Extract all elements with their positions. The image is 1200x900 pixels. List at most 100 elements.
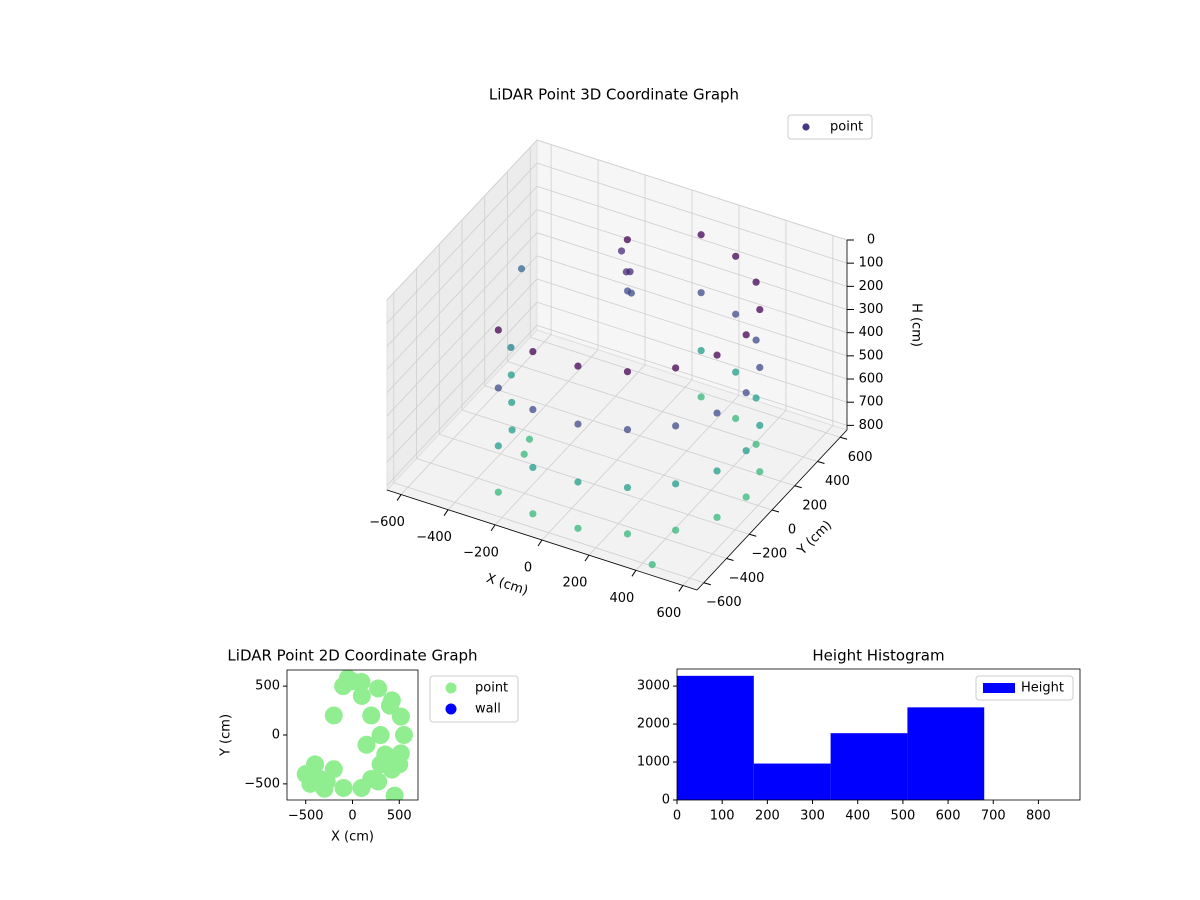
point bbox=[508, 426, 516, 434]
grid-line bbox=[386, 301, 538, 463]
tick-mark bbox=[840, 436, 848, 440]
grid-line bbox=[386, 255, 538, 417]
grid-line bbox=[386, 278, 538, 440]
x-axis bbox=[386, 489, 698, 591]
tick-label: 200 bbox=[859, 279, 884, 294]
grid-line bbox=[536, 301, 848, 403]
point bbox=[380, 696, 399, 715]
point bbox=[732, 310, 740, 318]
tick-mark bbox=[771, 509, 780, 513]
grid-line bbox=[536, 209, 848, 310]
point bbox=[494, 384, 502, 392]
tick-label: 300 bbox=[859, 302, 884, 317]
x-axis-label: X (cm) bbox=[331, 830, 374, 845]
point bbox=[756, 363, 764, 372]
legend-label: Height bbox=[1021, 681, 1064, 696]
tick-label: 0 bbox=[524, 561, 532, 576]
grid-line bbox=[386, 186, 538, 347]
point bbox=[391, 707, 410, 726]
grid-line bbox=[536, 324, 848, 426]
plot-frame bbox=[676, 668, 1081, 801]
legend-marker bbox=[445, 682, 457, 694]
point bbox=[742, 447, 750, 455]
x-tick-label: 500 bbox=[387, 809, 412, 824]
point bbox=[357, 735, 376, 754]
legend-label: point bbox=[830, 120, 863, 135]
point bbox=[623, 368, 632, 376]
x-tick-label: 100 bbox=[710, 809, 735, 824]
point bbox=[494, 326, 502, 334]
point bbox=[494, 488, 502, 496]
tick-mark bbox=[678, 585, 684, 592]
y-tick-label: 1000 bbox=[637, 755, 670, 770]
chart-title: LiDAR Point 3D Coordinate Graph bbox=[489, 86, 739, 104]
grid-line bbox=[536, 232, 848, 334]
legend-marker bbox=[802, 123, 810, 131]
point bbox=[732, 414, 740, 423]
tick-mark bbox=[396, 494, 402, 501]
point bbox=[742, 493, 750, 501]
point bbox=[394, 726, 413, 744]
point bbox=[732, 252, 740, 260]
point bbox=[310, 769, 329, 788]
tick-label: 0 bbox=[788, 523, 796, 538]
point bbox=[713, 467, 721, 475]
tick-label: 0 bbox=[867, 233, 875, 248]
point bbox=[752, 336, 760, 344]
point bbox=[376, 745, 395, 764]
point bbox=[574, 524, 582, 532]
point bbox=[672, 422, 680, 430]
point bbox=[296, 765, 315, 784]
legend-box bbox=[787, 114, 873, 140]
y-tick-label: 0 bbox=[662, 793, 670, 808]
point bbox=[385, 786, 404, 800]
tick-label: 800 bbox=[859, 418, 884, 433]
point bbox=[623, 426, 632, 434]
point bbox=[390, 755, 409, 774]
grid-line bbox=[536, 162, 848, 264]
tick-mark bbox=[749, 533, 757, 537]
grid-line bbox=[536, 255, 848, 357]
point bbox=[713, 351, 721, 359]
bar bbox=[753, 763, 831, 800]
point bbox=[756, 305, 764, 314]
tick-mark bbox=[490, 524, 496, 532]
point bbox=[324, 706, 343, 725]
bar bbox=[907, 707, 985, 800]
grid-line bbox=[484, 385, 795, 487]
point bbox=[752, 440, 760, 448]
point bbox=[756, 421, 764, 430]
tick-label: 200 bbox=[563, 576, 588, 591]
point bbox=[334, 778, 353, 797]
point bbox=[626, 268, 634, 276]
grid-line bbox=[536, 278, 848, 380]
grid-line bbox=[386, 209, 538, 370]
x-tick-label: 0 bbox=[673, 809, 681, 824]
y-axis-label: Y (cm) bbox=[219, 714, 234, 757]
point bbox=[494, 442, 502, 450]
x-tick-label: 600 bbox=[936, 809, 961, 824]
y-tick-label: 0 bbox=[272, 728, 280, 743]
y-tick-label: −500 bbox=[244, 776, 280, 791]
tick-mark bbox=[794, 485, 802, 489]
point bbox=[623, 483, 632, 492]
y-tick-label: 2000 bbox=[637, 717, 670, 732]
point bbox=[627, 289, 635, 297]
tick-label: −200 bbox=[751, 547, 787, 562]
point bbox=[697, 393, 705, 401]
legend-box bbox=[975, 675, 1074, 701]
grid-line bbox=[461, 409, 773, 511]
point bbox=[742, 331, 750, 339]
x-tick-label: 400 bbox=[845, 809, 870, 824]
grid-line bbox=[386, 325, 538, 486]
point bbox=[672, 480, 680, 488]
point bbox=[525, 435, 534, 443]
point bbox=[672, 364, 680, 372]
bar bbox=[830, 733, 908, 800]
z-axis-label: H (cm) bbox=[909, 303, 924, 347]
legend-label: point bbox=[475, 681, 508, 696]
grid-line bbox=[507, 361, 818, 462]
tick-label: 600 bbox=[859, 372, 884, 387]
point bbox=[617, 247, 626, 255]
